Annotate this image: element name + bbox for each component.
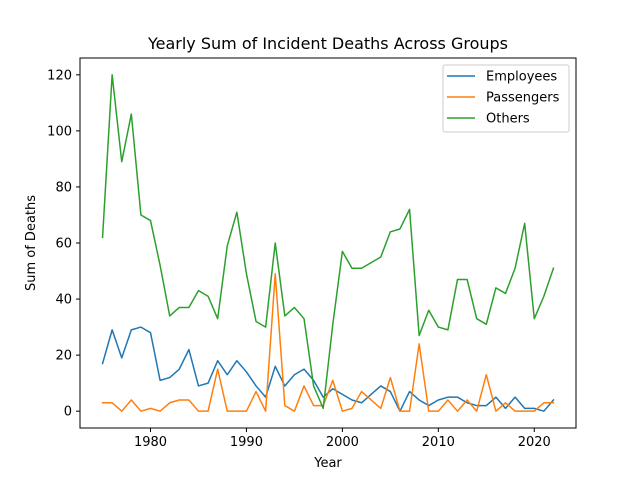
x-tick-label: 1990 <box>230 435 263 450</box>
x-axis-label: Year <box>313 456 342 471</box>
x-tick-label: 1980 <box>134 435 167 450</box>
x-tick-label: 2010 <box>422 435 455 450</box>
axes-layer: 1980 1990 2000 2010 2020 0 20 40 60 80 100 120 <box>47 68 551 450</box>
series-line-passengers <box>101 273 555 412</box>
series-layer <box>101 74 555 412</box>
chart-title: Yearly Sum of Incident Deaths Across Gro… <box>147 34 508 53</box>
y-tick-label: 80 <box>55 180 72 195</box>
y-tick-label: 60 <box>55 237 72 252</box>
legend-label-others: Others <box>486 112 530 127</box>
plot-frame <box>79 57 577 429</box>
legend: Employees Passengers Others <box>442 64 570 133</box>
legend-box <box>442 64 570 133</box>
y-tick-label: 0 <box>64 405 72 420</box>
x-tick-label: 2020 <box>518 435 551 450</box>
y-tick-label: 100 <box>47 124 72 139</box>
legend-label-passengers: Passengers <box>486 91 560 106</box>
x-tick-label: 2000 <box>326 435 359 450</box>
y-tick-label: 120 <box>47 68 72 83</box>
y-axis-label: Sum of Deaths <box>24 195 39 291</box>
y-tick-label: 20 <box>55 349 72 364</box>
series-line-others <box>101 74 555 410</box>
y-tick-label: 40 <box>55 293 72 308</box>
legend-label-employees: Employees <box>486 70 557 85</box>
